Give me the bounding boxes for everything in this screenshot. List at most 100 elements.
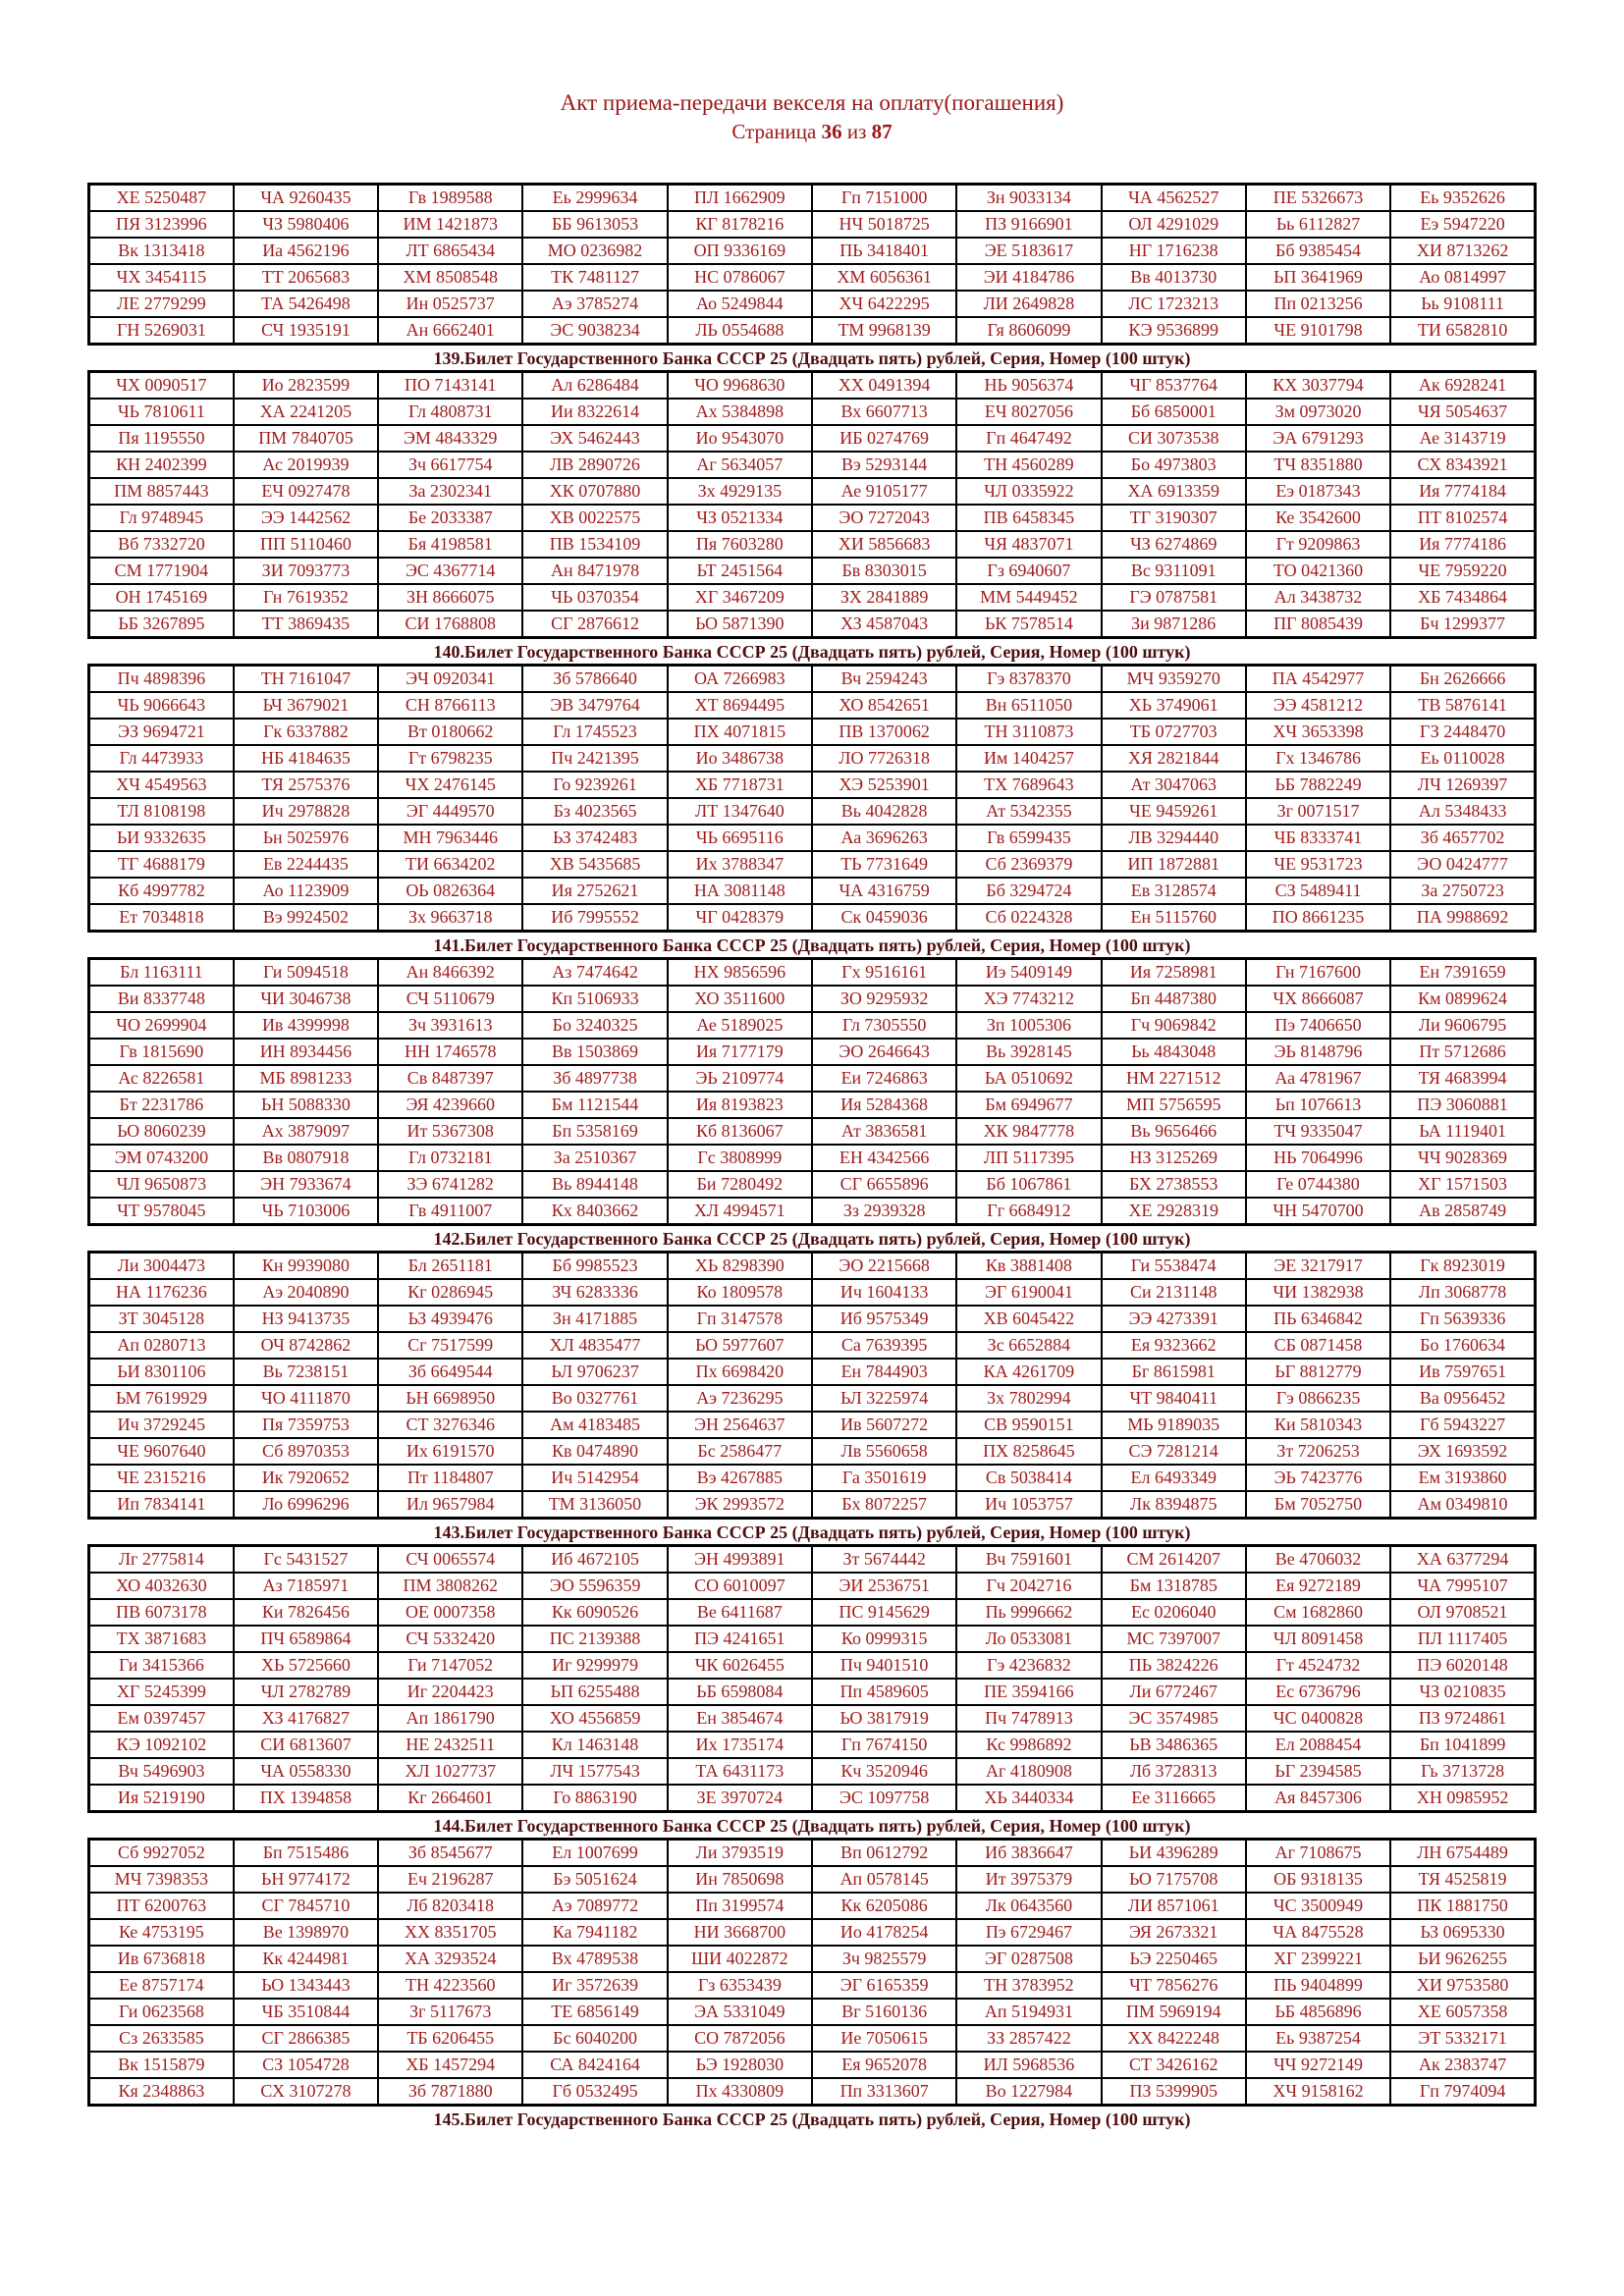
serial-cell: Аз 7474642 [521,957,669,987]
serial-cell: ЭА 5331049 [666,1998,813,2026]
serial-cell: ЭГ 4449570 [377,797,524,826]
serial-cell: ХБ 1457294 [377,2051,524,2079]
serial-cell: ЧА 7995107 [1389,1572,1537,1600]
serial-cell: ЧЧ 9028369 [1389,1144,1537,1172]
serial-cell: Ве 1398970 [232,1918,380,1947]
serial-cell: Пя 7359753 [232,1411,380,1439]
serial-cell: ХЬ 3440334 [955,1784,1103,1813]
serial-cell: ЭН 4993891 [666,1544,813,1574]
serial-cell: Кк 6090526 [521,1598,669,1627]
serial-cell: МБ 8981233 [232,1064,380,1093]
serial-cell: Бо 3240325 [521,1011,669,1040]
serial-cell: ПЧ 6589864 [232,1625,380,1653]
serial-cell: Ги 5538474 [1100,1251,1247,1280]
table-row: ЧХ 0090517 Ио 2823599 ПО 7143141 Ал 6286484… [87,370,1537,400]
serial-cell: Ия 7774186 [1389,530,1537,559]
serial-cell: ХБ 7718731 [666,771,813,799]
serial-cell: Пх 4330809 [666,2077,813,2107]
serial-cell: ЕЧ 8027056 [955,398,1103,426]
serial-cell: Ее 3116665 [1100,1784,1247,1813]
serial-cell: Ги 7147052 [377,1651,524,1680]
table-row: КН 2402399 Ас 2019939 Зч 6617754 ЛВ 2890726… [87,451,1537,479]
table-row: Лг 2775814 Гс 5431527 СЧ 0065574 Иб 4672105… [87,1544,1537,1574]
serial-cell: ТН 7161047 [232,664,380,693]
serial-cell: ТА 5426498 [232,290,380,318]
serial-cell: ЭЬ 8148796 [1244,1038,1392,1066]
serial-cell: Ли 3004473 [87,1251,235,1280]
serial-cell: ЭС 4367714 [377,557,524,585]
section-caption: 144.Билет Государственного Банка СССР 25… [433,1816,1191,1836]
serial-cell: ЭЬ 2109774 [666,1064,813,1093]
serial-cell: Кб 4997782 [87,877,235,905]
serial-cell: ЭН 2564637 [666,1411,813,1439]
serial-cell: ЧЕ 9101798 [1244,316,1392,346]
serial-cell: Кв 0474890 [521,1437,669,1466]
serial-cell: СЗ 5489411 [1244,877,1392,905]
serial-cell: ЬО 5871390 [666,610,813,639]
serial-cell: ПО 8661235 [1244,903,1392,933]
serial-cell: Гл 7305550 [810,1011,958,1040]
serial-cell: ЧБ 8333741 [1244,824,1392,852]
serial-cell: ИБ 0274769 [810,424,958,453]
serial-cell: Гт 6798235 [377,744,524,773]
serial-cell: Ве 4706032 [1244,1544,1392,1574]
table-row: ХГ 5245399 ЧЛ 2782789 Иг 2204423 ЬП 6255488… [87,1678,1537,1706]
serial-cell: ПГ 8085439 [1244,610,1392,639]
serial-cell: ЬЗ 3742483 [521,824,669,852]
serial-cell: Ия 2752621 [521,877,669,905]
serial-cell: Ах 3879097 [232,1117,380,1146]
serial-cell: Вь 4042828 [810,797,958,826]
table-row: ХО 4032630 Аз 7185971 ПМ 3808262 ЭО 5596359… [87,1572,1537,1600]
serial-cell: ШИ 4022872 [666,1945,813,1973]
serial-cell: Кч 3520946 [810,1757,958,1786]
table-row: ХЧ 4549563 ТЯ 2575376 ЧХ 2476145 Го 9239261… [87,771,1537,799]
serial-cell: Гн 7619352 [232,583,380,612]
serial-cell: Ее 8757174 [87,1971,235,2000]
serial-cell: ХЛ 4835477 [521,1331,669,1360]
serial-cell: Зз 2939328 [810,1197,958,1226]
serial-cell: ЭО 0424777 [1389,850,1537,879]
serial-cell: Вэ 4267885 [666,1464,813,1492]
serial-cell: Зг 5117673 [377,1998,524,2026]
serial-cell: СИ 6813607 [232,1731,380,1759]
serial-cell: Зб 5786640 [521,664,669,693]
serial-cell: ЬП 6255488 [521,1678,669,1706]
serial-cell: ИМ 1421873 [377,210,524,239]
serial-cell: Еч 2196287 [377,1865,524,1894]
serial-cell: Пч 9401510 [810,1651,958,1680]
serial-cell: Ея 9323662 [1100,1331,1247,1360]
serial-cell: Кк 4244981 [232,1945,380,1973]
serial-cell: Вс 9311091 [1100,557,1247,585]
serial-cell: ХЬ 5725660 [232,1651,380,1680]
serial-cell: Ло 0533081 [955,1625,1103,1653]
serial-cell: ЗН 8666075 [377,583,524,612]
serial-cell: Ли 6772467 [1100,1678,1247,1706]
serial-cell: Ив 5607272 [810,1411,958,1439]
table-row: Вб 7332720 ПП 5110460 Бя 4198581 ПВ 1534109… [87,530,1537,559]
serial-cell: Иб 9575349 [810,1305,958,1333]
serial-cell: Гх 9516161 [810,957,958,987]
serial-cell: Гп 7674150 [810,1731,958,1759]
serial-cell: МО 0236982 [521,237,669,265]
serial-cell: Пп 3313607 [810,2077,958,2107]
serial-cell: Гп 3147578 [666,1305,813,1333]
serial-cell: Гг 6684912 [955,1197,1103,1226]
table-row: ТХ 3871683 ПЧ 6589864 СЧ 5332420 ПС 2139388… [87,1625,1537,1653]
table-row: ЧЬ 9066643 ЬЧ 3679021 СН 8766113 ЭВ 3479764… [87,691,1537,720]
serial-cell: СИ 1768808 [377,610,524,639]
serial-cell: Бт 2231786 [87,1091,235,1119]
serial-cell: ПХ 1394858 [232,1784,380,1813]
serial-cell: ЧХ 0090517 [87,370,235,400]
serial-cell: ЧК 6026455 [666,1651,813,1680]
serial-cell: Иг 2204423 [377,1678,524,1706]
serial-cell: ЬБ 7882249 [1244,771,1392,799]
serial-cell: Гк 8923019 [1389,1251,1537,1280]
serial-cell: ЧЕ 9459261 [1100,797,1247,826]
serial-cell: ПТ 8102574 [1389,504,1537,532]
serial-cell: Ав 2858749 [1389,1197,1537,1226]
serial-cell: ЧА 4316759 [810,877,958,905]
serial-cell: ОП 9336169 [666,237,813,265]
serial-cell: ЛЧ 1269397 [1389,771,1537,799]
serial-cell: ЬЭ 1928030 [666,2051,813,2079]
serial-cell: ЬЭ 2250465 [1100,1945,1247,1973]
